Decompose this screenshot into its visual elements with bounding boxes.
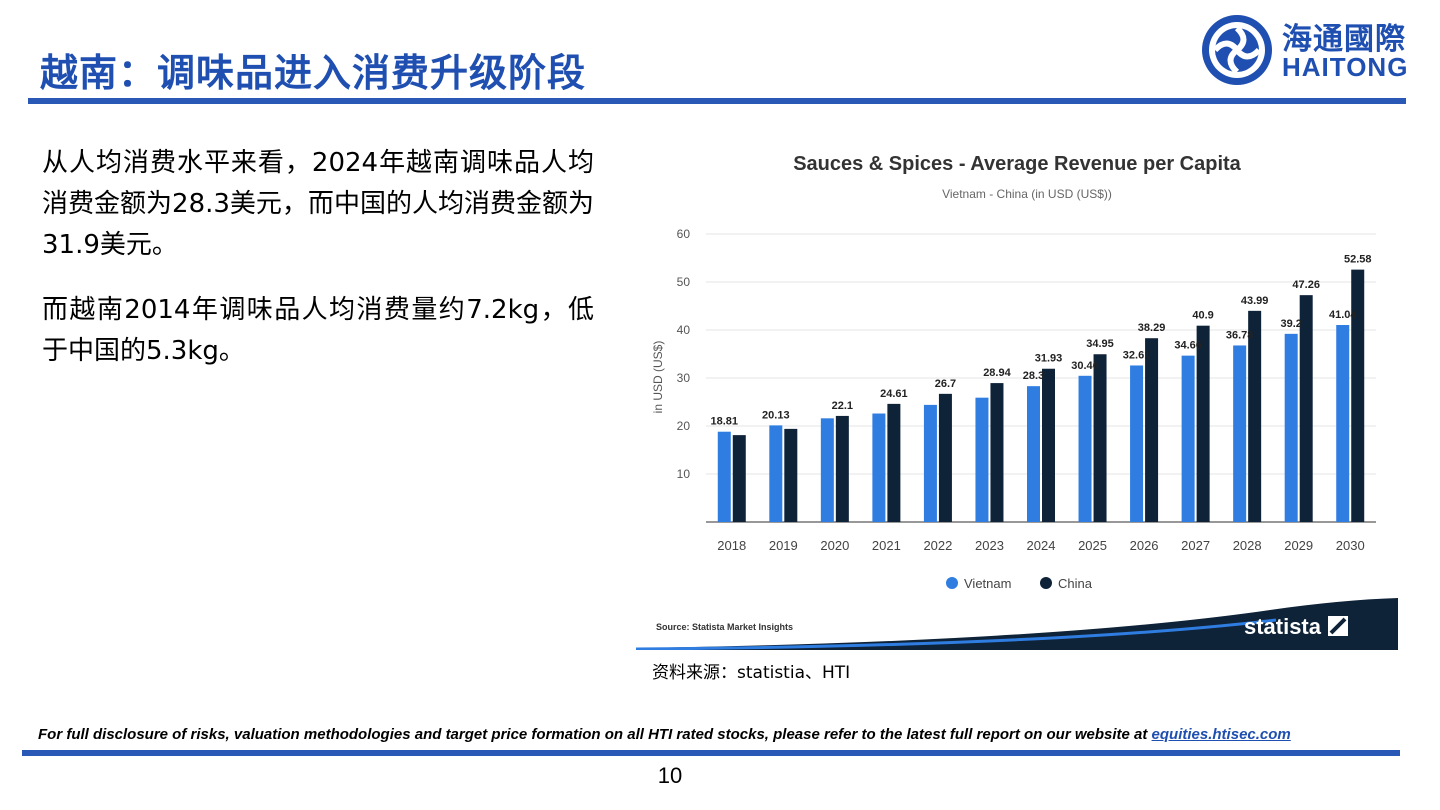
x-tick-label: 2024 [1027,538,1056,553]
y-tick-label: 30 [677,371,691,385]
bar-vietnam [769,425,783,522]
disclaimer-text: For full disclosure of risks, valuation … [38,726,1152,743]
bar-china [938,393,952,522]
revenue-per-capita-chart: Sauces & Spices - Average Revenue per Ca… [635,153,1398,651]
logo-english-name: HAITONG [1282,52,1409,82]
x-tick-label: 2028 [1233,538,1262,553]
bar-vietnam [717,431,731,522]
disclaimer: For full disclosure of risks, valuation … [38,726,1291,743]
x-tick-label: 2027 [1181,538,1210,553]
bar-vietnam [1181,355,1195,522]
bar-china [1042,368,1055,522]
x-tick-label: 2018 [717,538,746,553]
x-tick-label: 2020 [820,538,849,553]
data-label: 18.81 [711,416,739,428]
page-number: 10 [657,763,683,788]
statista-footer-wave [636,598,1398,650]
legend-label: Vietnam [964,576,1011,591]
body-text: 从人均消费水平来看，2024年越南调味品人均消费金额为28.3美元，而中国的人均… [42,143,594,396]
website-link[interactable]: equities.htisec.com [1151,726,1291,743]
paragraph-consumption: 而越南2014年调味品人均消费量约7.2kg，低于中国的5.3kg。 [42,295,594,366]
bar-vietnam [872,413,886,522]
x-tick-label: 2029 [1284,538,1313,553]
data-label: 40.9 [1192,310,1213,322]
bar-china [732,435,746,522]
data-label: 26.7 [935,378,956,390]
x-tick-label: 2021 [872,538,901,553]
statista-brand: statista [1244,614,1322,639]
x-tick-label: 2023 [975,538,1004,553]
x-tick-label: 2030 [1336,538,1365,553]
x-tick-label: 2025 [1078,538,1107,553]
slide-title: 越南：调味品进入消费升级阶段 [40,50,587,95]
data-label: 34.95 [1086,338,1114,350]
logo-chinese-name: 海通國際 [1282,22,1406,57]
haitong-emblem-icon [1202,15,1272,85]
bar-china [1196,325,1210,522]
y-axis-label: in USD (US$) [651,341,665,414]
data-label: 47.26 [1292,279,1320,291]
bar-vietnam [1027,386,1040,522]
paragraph-spending: 从人均消费水平来看，2024年越南调味品人均消费金额为28.3美元，而中国的人均… [42,148,594,260]
bar-china [990,383,1004,522]
chart-source: Source: Statista Market Insights [656,622,793,632]
data-label: 30.46 [1071,360,1099,372]
data-label: 38.29 [1138,322,1166,334]
bar-vietnam [1336,325,1350,522]
chart-subtitle: Vietnam - China (in USD (US$)) [942,187,1112,201]
bar-china [835,415,849,522]
y-tick-label: 20 [677,419,691,433]
chart-card: Sauces & Spices - Average Revenue per Ca… [635,122,1398,651]
title-divider [28,98,1406,104]
chart-title: Sauces & Spices - Average Revenue per Ca… [793,153,1241,175]
bar-china [1093,354,1107,522]
data-label: 28.3 [1023,370,1044,382]
haitong-logo: 海通國際 HAITONG [1198,12,1408,88]
legend-marker [1040,577,1052,589]
bar-vietnam [820,418,834,522]
legend-marker [946,577,958,589]
x-tick-label: 2019 [769,538,798,553]
bar-vietnam [975,397,989,522]
footer-divider [22,750,1400,756]
bar-vietnam [1233,345,1247,522]
bar-china [1248,310,1262,522]
bar-china [887,403,901,522]
data-label: 31.93 [1035,353,1063,365]
bar-vietnam [1130,365,1144,522]
data-label: 41.04 [1329,309,1357,321]
legend-label: China [1058,576,1093,591]
bar-china [1145,338,1159,522]
data-label: 20.13 [762,409,790,421]
x-tick-label: 2022 [923,538,952,553]
bar-china [1351,269,1365,522]
y-tick-label: 40 [677,323,691,337]
bar-vietnam [1078,375,1092,522]
data-label: 24.61 [880,388,908,400]
y-tick-label: 50 [677,275,691,289]
bar-china [784,428,798,522]
statista-logo-icon [1328,616,1348,636]
x-tick-label: 2026 [1130,538,1159,553]
data-label: 32.61 [1123,349,1151,361]
bar-vietnam [923,404,937,522]
data-label: 36.78 [1226,329,1254,341]
y-tick-label: 60 [677,227,691,241]
data-label: 28.94 [983,367,1011,379]
data-label: 34.66 [1174,340,1202,352]
bar-china [1299,295,1313,522]
data-label: 39.2 [1280,318,1301,330]
data-label: 43.99 [1241,295,1269,307]
y-tick-label: 10 [677,467,691,481]
source-note: 资料来源：statistia、HTI [652,663,851,683]
data-label: 52.58 [1344,254,1372,266]
bar-vietnam [1284,333,1298,522]
data-label: 22.1 [832,400,853,412]
statista-footer-accent [635,618,1277,651]
